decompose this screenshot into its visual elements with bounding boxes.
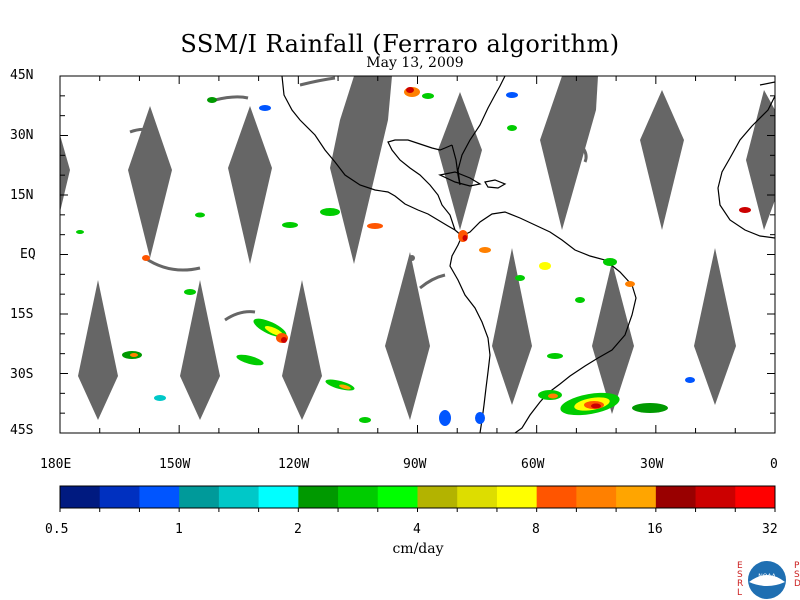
colorbar-segment [417, 486, 458, 508]
colorbar-tick-label: 0.5 [45, 522, 69, 537]
swath-gap [228, 106, 272, 264]
cuba [438, 171, 482, 187]
swath-arc [214, 95, 249, 102]
swath-gap [492, 248, 532, 405]
colorbar-segment [695, 486, 736, 508]
swath-gap [385, 252, 430, 420]
noaa-logo-label: NOAA [758, 573, 776, 580]
swath-arc [419, 273, 446, 290]
swath-arc [129, 127, 151, 134]
iberia [759, 81, 775, 86]
colorbar-tick-label: 16 [647, 522, 663, 537]
colorbar-tick-label: 4 [413, 522, 421, 537]
colorbar-segment [457, 486, 498, 508]
lon-label-0: 0 [770, 457, 778, 472]
swath-arc [144, 256, 201, 272]
colorbar-segment [258, 486, 299, 508]
colorbar-segment [338, 486, 379, 508]
colorbar-tick-label: 1 [175, 522, 183, 537]
hawaii-island [152, 174, 156, 178]
swath-gap [78, 280, 118, 420]
colorbar-segment [99, 486, 140, 508]
colorbar-tick-label: 2 [294, 522, 302, 537]
africa-coast [717, 95, 775, 239]
lat-label-eq: EQ [20, 247, 36, 262]
colorbar-tick-label: 8 [532, 522, 540, 537]
colorbar-segment [298, 486, 339, 508]
hispaniola [484, 179, 507, 189]
colorbar-segment [377, 486, 418, 508]
gulf-coast [387, 139, 456, 231]
colorbar-segment [60, 486, 101, 508]
colorbar-units: cm/day [392, 541, 444, 557]
lon-label-150w: 150W [159, 457, 191, 472]
swath-gaps [60, 76, 775, 420]
colorbar-segment [496, 486, 538, 508]
swath-gap [330, 76, 392, 264]
colorbar-segment [179, 486, 220, 508]
north-america-coast [281, 76, 463, 237]
swath-gap [60, 135, 70, 212]
south-america-west-coast [449, 235, 491, 433]
colorbar-segment [576, 486, 617, 508]
lat-label-45n: 45N [10, 68, 34, 83]
colorbar-segment [655, 486, 697, 508]
axis-ticks [59, 75, 776, 434]
colorbar-segment [616, 486, 657, 508]
hawaii-island [158, 178, 162, 182]
colorbar-segment [139, 486, 180, 508]
lon-label-60w: 60W [521, 457, 545, 472]
colorbar-tick-label: 32 [762, 522, 778, 537]
lon-label-30w: 30W [640, 457, 664, 472]
swath-gap [180, 280, 220, 420]
lat-label-15n: 15N [10, 188, 34, 203]
lat-label-45s: 45S [10, 423, 34, 438]
colorbar [59, 485, 776, 512]
swath-gap [640, 90, 684, 230]
swath-gap [694, 248, 736, 405]
lon-label-90w: 90W [403, 457, 427, 472]
noaa-logo-bird [749, 575, 785, 586]
colorbar-segment [536, 486, 577, 508]
swath-arc [299, 76, 336, 87]
swath-arc [581, 147, 588, 163]
colorbar-segment [735, 486, 776, 508]
lon-label-120w: 120W [278, 457, 310, 472]
coastlines [281, 76, 775, 433]
colorbar-segment [218, 486, 260, 508]
swath-arc [224, 310, 256, 322]
noaa-logo: NOAA [748, 561, 786, 599]
swath-gap [128, 106, 172, 258]
swath-gap [282, 280, 322, 420]
map-date: May 13, 2009 [366, 55, 464, 71]
swath-gap [540, 76, 598, 230]
lat-label-15s: 15S [10, 307, 34, 322]
rainfall-patches [76, 87, 751, 426]
lat-label-30n: 30N [10, 128, 34, 143]
galapagos-island [409, 255, 415, 261]
lat-label-30s: 30S [10, 367, 34, 382]
map-title: SSM/I Rainfall (Ferraro algorithm) [180, 30, 620, 58]
swath-gap [592, 262, 634, 414]
lon-label-180e: 180E [40, 457, 72, 472]
